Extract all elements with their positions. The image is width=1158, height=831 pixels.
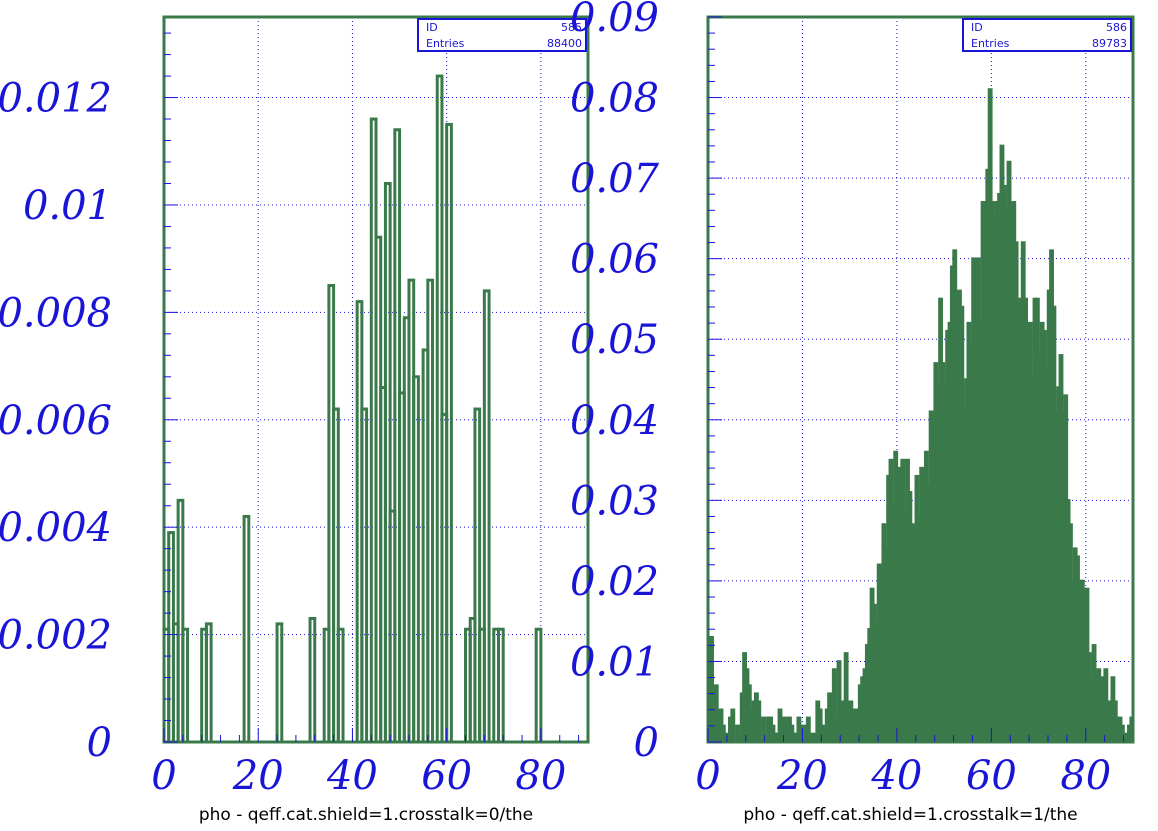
x-tick-label: 40	[326, 753, 378, 799]
histogram-bin	[735, 724, 740, 744]
y-tick-label: 0.012	[0, 76, 112, 122]
stats-box-frame-right	[962, 18, 1132, 52]
y-tick-label: 0.07	[570, 156, 660, 202]
x-tick-label: 20	[232, 753, 284, 799]
histogram-bin	[445, 122, 453, 744]
stats-box-left: ID 585 Entries 88400	[417, 18, 587, 52]
y-tick-labels-left: 0 0.002 0.004 0.006 0.008 0.01 0.012	[0, 76, 112, 766]
stats-id-label-left: ID	[426, 21, 438, 34]
y-tick-label: 0.02	[570, 559, 659, 605]
stats-entries-label-left: Entries	[426, 37, 465, 50]
x-tick-labels-left: 0 20 40 60 80	[151, 753, 566, 799]
x-tick-labels-right: 0 20 40 60 80	[695, 753, 1111, 799]
histogram-bin	[360, 407, 369, 744]
x-tick-label: 0	[695, 753, 720, 799]
x-axis-title-right: pho - qeff.cat.shield=1.crosstalk=1/the	[743, 805, 1077, 825]
y-tick-label: 0.04	[570, 398, 659, 444]
x-tick-label: 20	[776, 753, 828, 799]
plot-frame-left	[162, 15, 590, 744]
histogram-panel-right: 0 0.01 0.02 0.03 0.04 0.05 0.06 0.07 0.08 0.09 0 2…	[570, 0, 1135, 825]
y-tick-labels-right: 0 0.01 0.02 0.03 0.04 0.05 0.06 0.07 0.08 0.09	[570, 0, 660, 766]
histogram-panel-left: 0 0.002 0.004 0.006 0.008 0.01 0.012 0 20 40 60 80…	[0, 15, 590, 825]
y-tick-label: 0.08	[570, 76, 659, 122]
stats-box-right: ID 586 Entries 89783	[962, 18, 1132, 52]
x-tick-label: 80	[515, 753, 566, 799]
histogram-bin	[482, 289, 491, 744]
minor-ticks-left	[163, 32, 580, 743]
histogram-bin	[336, 627, 345, 744]
histogram-bin	[204, 622, 213, 744]
histogram-bin	[426, 278, 435, 744]
x-tick-label: 60	[421, 753, 472, 799]
histogram-right	[706, 88, 1135, 744]
histogram-bin	[275, 622, 284, 744]
stats-id-label-right: ID	[971, 21, 983, 34]
y-tick-label: 0	[87, 720, 112, 766]
y-tick-label: 0.01	[23, 183, 112, 229]
histogram-bin	[730, 708, 736, 744]
x-tick-label: 0	[151, 753, 176, 799]
stats-entries-value-left: 88400	[547, 37, 582, 50]
minor-ticks-right	[707, 16, 1125, 743]
y-tick-label: 0.05	[570, 317, 659, 363]
y-tick-label: 0.008	[0, 290, 112, 336]
x-tick-label: 40	[870, 753, 922, 799]
y-tick-label: 0.002	[0, 613, 112, 659]
y-tick-label: 0.06	[570, 237, 659, 283]
y-tick-label: 0.09	[570, 0, 659, 41]
histogram-bin	[308, 616, 317, 744]
x-tick-label: 60	[966, 753, 1017, 799]
y-tick-label: 0.006	[0, 398, 112, 444]
histogram-bin	[756, 700, 762, 744]
histogram-bin	[412, 375, 420, 744]
stats-id-value-left: 585	[561, 21, 582, 34]
y-tick-label: 0.004	[0, 505, 112, 551]
x-axis-title-left: pho - qeff.cat.shield=1.crosstalk=0/the	[199, 805, 533, 825]
stats-entries-label-right: Entries	[971, 37, 1010, 50]
histogram-bin	[242, 514, 251, 744]
y-tick-label: 0	[634, 720, 659, 766]
plot-frame-right	[706, 15, 1135, 744]
stats-box-frame-left	[417, 18, 587, 52]
histogram-bin	[496, 627, 505, 744]
histogram-bin	[534, 627, 543, 744]
stats-id-value-right: 586	[1106, 21, 1127, 34]
y-tick-label: 0.01	[570, 639, 659, 685]
histogram-bin	[181, 627, 190, 744]
x-tick-label: 80	[1060, 753, 1111, 799]
y-tick-label: 0.03	[570, 478, 659, 524]
stats-entries-value-right: 89783	[1092, 37, 1127, 50]
